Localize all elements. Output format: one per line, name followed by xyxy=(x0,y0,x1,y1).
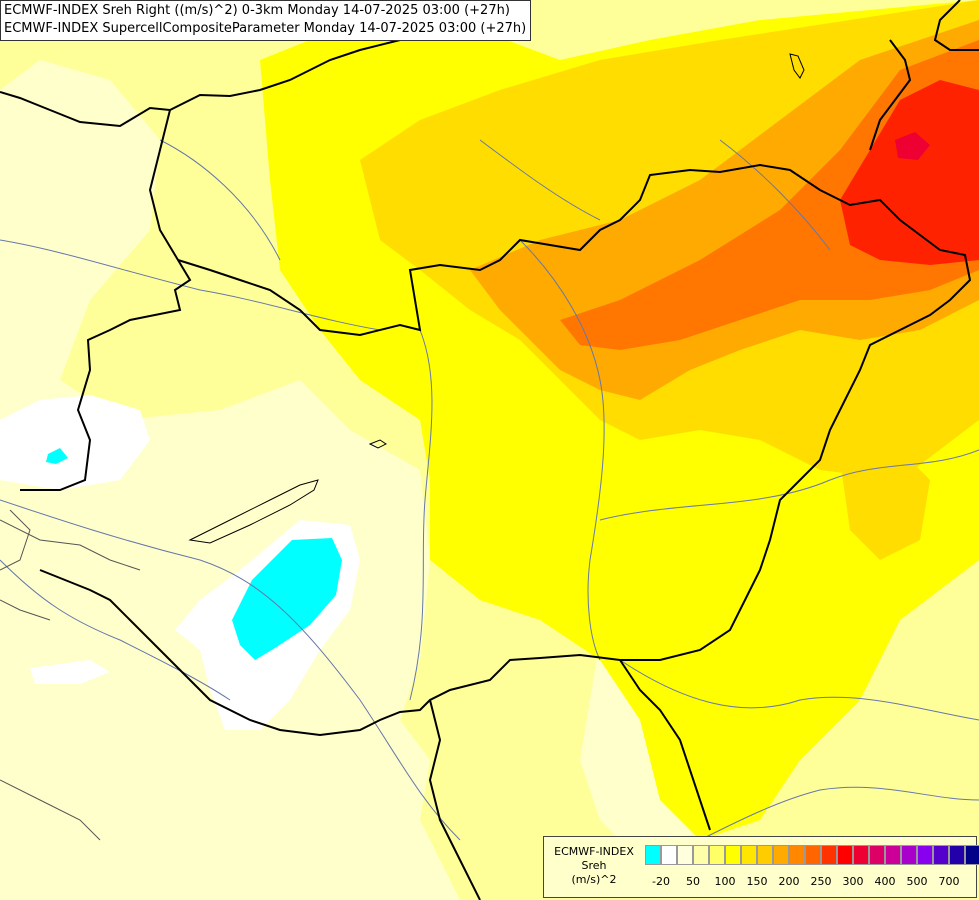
legend-swatch xyxy=(805,845,821,865)
legend-swatch xyxy=(677,845,693,865)
legend-swatch xyxy=(645,845,661,865)
legend-tick-label: 150 xyxy=(746,875,768,888)
legend-swatch xyxy=(837,845,853,865)
legend-tick-label: 50 xyxy=(686,875,700,888)
color-legend: ECMWF-INDEX Sreh (m/s)^2 -20 50 100 150 200 2… xyxy=(543,836,979,898)
legend-swatch xyxy=(965,845,979,865)
legend-swatch xyxy=(757,845,773,865)
pale-region-west xyxy=(0,60,460,900)
rivers xyxy=(0,139,979,841)
legend-tick-label: 500 xyxy=(906,875,928,888)
legend-swatch xyxy=(853,845,869,865)
white-zone-southwest xyxy=(30,660,110,684)
red-region xyxy=(840,80,979,265)
legend-tick-label: -20 xyxy=(652,875,670,888)
title-line-2: ECMWF-INDEX SupercellCompositeParameter … xyxy=(4,21,527,36)
legend-swatch xyxy=(789,845,805,865)
legend-title: ECMWF-INDEX Sreh (m/s)^2 xyxy=(546,845,642,887)
legend-tick-label: 400 xyxy=(874,875,896,888)
legend-swatch xyxy=(885,845,901,865)
legend-swatch xyxy=(949,845,965,865)
legend-swatch xyxy=(901,845,917,865)
cyan-patch-center xyxy=(232,538,342,660)
legend-swatch xyxy=(661,845,677,865)
legend-title-line-2: Sreh xyxy=(581,859,607,872)
admin-borders xyxy=(0,509,141,841)
deep-red-core xyxy=(895,132,930,160)
legend-swatch xyxy=(725,845,741,865)
legend-swatch xyxy=(773,845,789,865)
legend-tick-label: 250 xyxy=(810,875,832,888)
legend-swatch xyxy=(709,845,725,865)
legend-swatches xyxy=(645,845,979,865)
legend-swatch xyxy=(917,845,933,865)
legend-swatch xyxy=(933,845,949,865)
deep-orange-region xyxy=(560,40,979,350)
legend-tick-label: 200 xyxy=(778,875,800,888)
gold-patch-southeast xyxy=(840,450,930,560)
cyan-patch-west xyxy=(46,448,68,464)
map-title-box: ECMWF-INDEX Sreh Right ((m/s)^2) 0-3km M… xyxy=(0,0,532,41)
legend-swatch xyxy=(693,845,709,865)
legend-tick-label: 100 xyxy=(714,875,736,888)
legend-swatch xyxy=(741,845,757,865)
small-lake xyxy=(368,439,387,449)
small-lake-north xyxy=(789,53,805,79)
legend-title-line-3: (m/s)^2 xyxy=(571,873,617,886)
legend-title-line-1: ECMWF-INDEX xyxy=(554,845,634,858)
legend-swatch xyxy=(821,845,837,865)
lake-balaton xyxy=(188,479,319,544)
white-zone-west xyxy=(0,395,150,490)
legend-ticks: -20 50 100 150 200 250 300 400 500 700 xyxy=(645,875,975,891)
title-line-1: ECMWF-INDEX Sreh Right ((m/s)^2) 0-3km M… xyxy=(4,3,510,18)
orange-region xyxy=(470,20,979,400)
legend-tick-label: 300 xyxy=(842,875,864,888)
legend-swatch xyxy=(869,845,885,865)
legend-tick-label: 700 xyxy=(938,875,960,888)
